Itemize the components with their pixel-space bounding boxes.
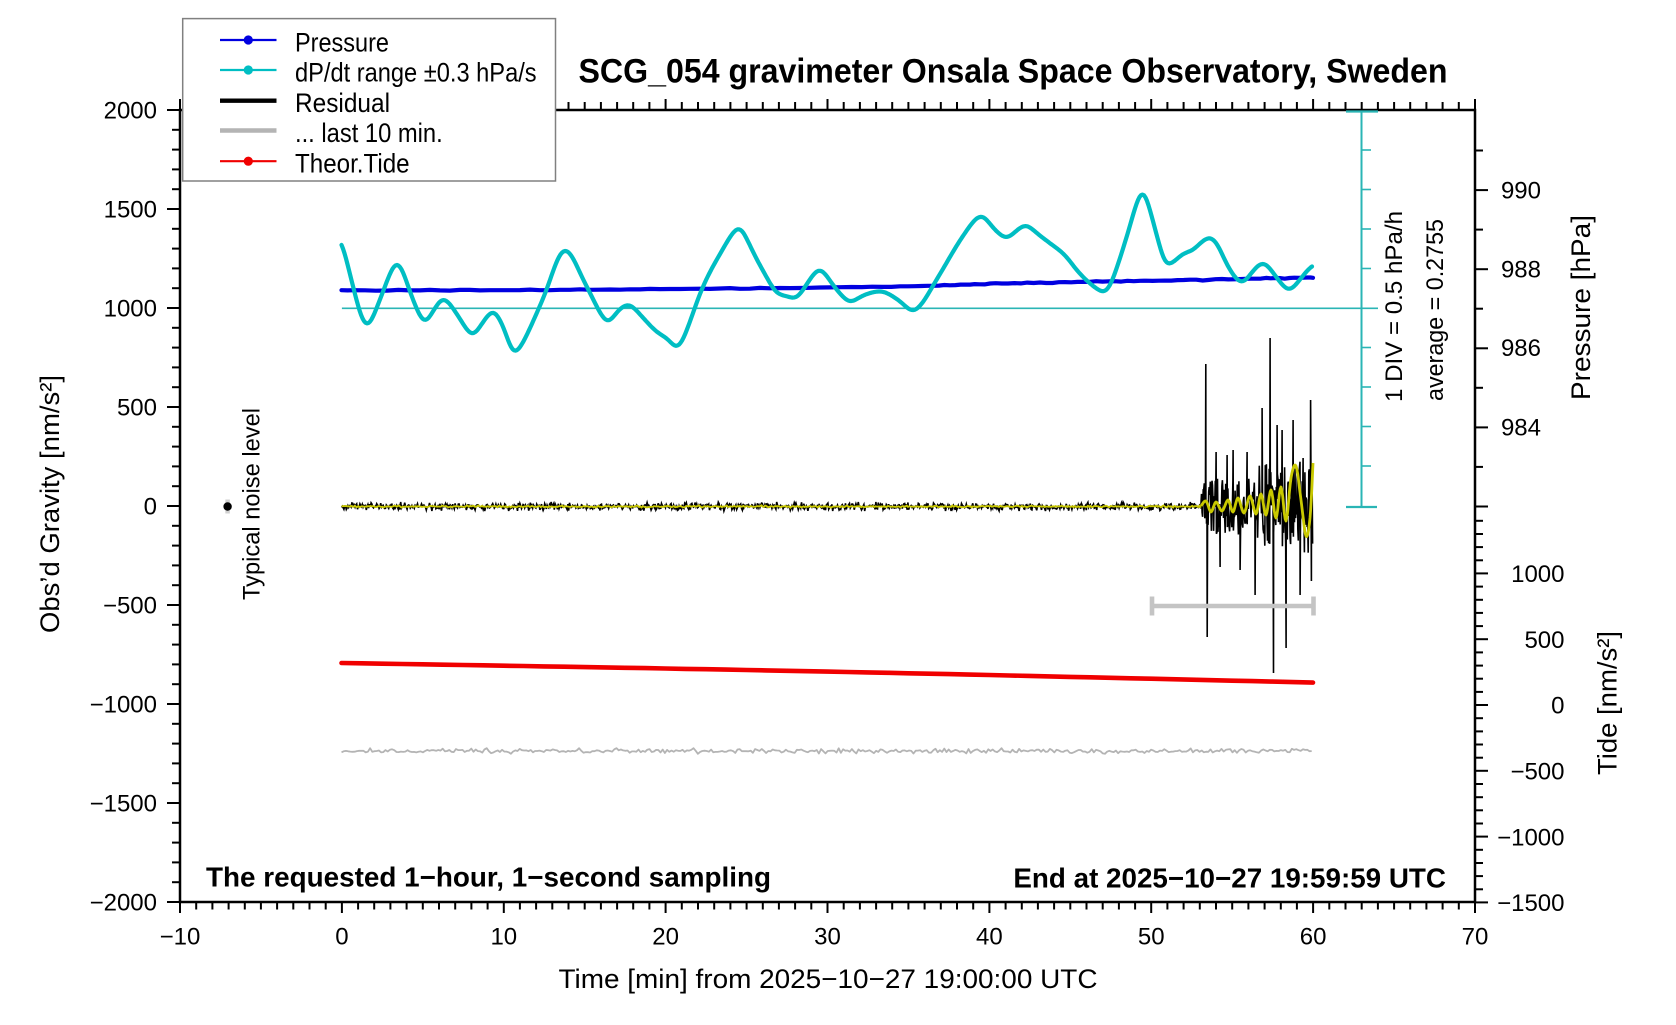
svg-text:End at 2025−10−27 19:59:59 UTC: End at 2025−10−27 19:59:59 UTC xyxy=(1013,863,1446,894)
svg-text:The requested 1−hour, 1−second: The requested 1−hour, 1−second sampling xyxy=(206,862,771,893)
svg-text:500: 500 xyxy=(1524,627,1564,654)
svg-text:−500: −500 xyxy=(1510,759,1564,786)
svg-text:986: 986 xyxy=(1501,335,1541,362)
svg-text:−2000: −2000 xyxy=(90,890,157,917)
svg-text:Time [min] from 2025−10−27 19:: Time [min] from 2025−10−27 19:00:00 UTC xyxy=(559,964,1098,994)
svg-text:0: 0 xyxy=(144,494,157,521)
svg-text:1000: 1000 xyxy=(104,296,157,323)
svg-text:0: 0 xyxy=(1551,693,1564,720)
svg-text:40: 40 xyxy=(976,924,1003,951)
svg-text:50: 50 xyxy=(1138,924,1165,951)
svg-text:10: 10 xyxy=(490,924,517,951)
svg-text:Obs’d Gravity [nm/s²]: Obs’d Gravity [nm/s²] xyxy=(35,375,65,633)
svg-text:Tide [nm/s²]: Tide [nm/s²] xyxy=(1593,631,1623,775)
svg-text:Theor.Tide: Theor.Tide xyxy=(295,149,410,179)
svg-text:984: 984 xyxy=(1501,415,1541,442)
svg-text:988: 988 xyxy=(1501,257,1541,284)
svg-text:70: 70 xyxy=(1462,924,1489,951)
svg-text:Typical noise level: Typical noise level xyxy=(239,408,266,600)
svg-text:20: 20 xyxy=(652,924,679,951)
svg-text:dP/dt range ±0.3 hPa/s: dP/dt range ±0.3 hPa/s xyxy=(295,57,537,87)
svg-text:−1500: −1500 xyxy=(90,791,157,818)
svg-text:500: 500 xyxy=(117,395,157,422)
svg-text:Pressure [hPa]: Pressure [hPa] xyxy=(1566,215,1596,400)
svg-text:60: 60 xyxy=(1300,924,1327,951)
svg-text:1000: 1000 xyxy=(1511,561,1564,588)
svg-text:−10: −10 xyxy=(160,924,201,951)
svg-text:990: 990 xyxy=(1501,178,1541,205)
svg-text:... last 10 min.: ... last 10 min. xyxy=(295,118,443,148)
svg-text:−1000: −1000 xyxy=(1497,824,1564,851)
svg-text:−1000: −1000 xyxy=(90,692,157,719)
svg-text:Residual: Residual xyxy=(295,88,390,118)
svg-text:30: 30 xyxy=(814,924,841,951)
svg-text:−1500: −1500 xyxy=(1497,890,1564,917)
svg-text:2000: 2000 xyxy=(104,98,157,125)
svg-text:Pressure: Pressure xyxy=(295,27,389,57)
svg-text:average = 0.2755: average = 0.2755 xyxy=(1422,219,1449,401)
svg-text:−500: −500 xyxy=(103,593,157,620)
svg-text:1500: 1500 xyxy=(104,197,157,224)
svg-text:0: 0 xyxy=(335,924,348,951)
svg-text:1 DIV = 0.5 hPa/h: 1 DIV = 0.5 hPa/h xyxy=(1381,211,1408,402)
svg-text:SCG_054 gravimeter Onsala Spac: SCG_054 gravimeter Onsala Space Observat… xyxy=(579,52,1448,90)
